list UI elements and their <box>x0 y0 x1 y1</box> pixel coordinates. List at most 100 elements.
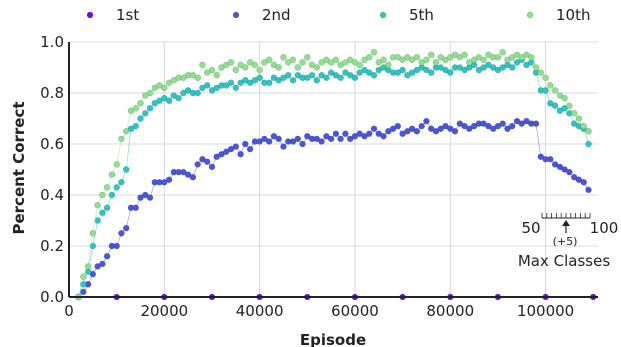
data-point <box>332 56 340 64</box>
y-tick-label: 0.4 <box>40 186 64 204</box>
data-point <box>404 54 411 61</box>
data-point <box>442 56 449 64</box>
data-point <box>223 148 230 155</box>
inset-max-classes: 50 100 (+5) Max Classes <box>518 213 618 270</box>
data-point <box>375 59 383 66</box>
data-point <box>570 173 578 181</box>
x-axis-label: Episode <box>300 331 366 347</box>
data-point <box>113 184 120 191</box>
data-point <box>304 54 311 61</box>
data-point <box>575 115 583 122</box>
data-point <box>518 120 525 127</box>
legend-item: 1st <box>86 6 139 24</box>
data-point <box>370 125 378 132</box>
data-point <box>318 59 325 66</box>
data-point <box>213 71 220 79</box>
data-point <box>447 54 454 61</box>
legend-label: 10th <box>556 6 590 24</box>
data-point <box>485 122 492 130</box>
data-point <box>485 61 492 69</box>
data-point <box>480 120 487 127</box>
data-point <box>427 51 435 59</box>
data-point <box>170 77 178 84</box>
data-point <box>203 82 211 89</box>
data-point <box>165 97 173 104</box>
data-point <box>561 94 568 102</box>
data-point <box>432 59 440 66</box>
data-point <box>327 135 335 143</box>
data-point <box>99 260 106 268</box>
data-point <box>332 71 340 79</box>
data-point <box>270 61 278 69</box>
data-point <box>270 74 278 81</box>
data-point <box>442 122 449 130</box>
data-point <box>313 77 321 84</box>
data-point <box>532 64 540 71</box>
data-point <box>427 125 435 132</box>
data-point <box>232 143 240 150</box>
data-point <box>456 120 464 127</box>
legend-item: 5th <box>379 6 434 24</box>
data-point <box>556 107 564 115</box>
data-point <box>475 66 483 74</box>
data-point <box>194 74 201 81</box>
data-point <box>461 122 468 130</box>
data-point <box>518 54 525 61</box>
series-line <box>78 120 589 298</box>
inset-range-max: 100 <box>590 219 619 237</box>
data-point <box>103 252 111 260</box>
data-point <box>556 163 564 171</box>
data-point <box>122 128 130 135</box>
data-point <box>566 102 573 110</box>
data-point <box>213 84 220 92</box>
data-point <box>475 54 483 61</box>
data-point <box>456 64 464 71</box>
data-point <box>566 168 573 176</box>
data-point <box>256 74 263 81</box>
data-point <box>103 204 111 212</box>
data-point <box>184 87 192 94</box>
inset-range-min: 50 <box>521 219 540 237</box>
data-point <box>180 168 187 176</box>
legend-item: 2nd <box>232 6 291 24</box>
data-point <box>265 138 273 145</box>
data-point <box>227 145 235 153</box>
data-point <box>227 79 235 87</box>
data-point <box>585 140 592 148</box>
x-tick-label: 0 <box>64 302 74 320</box>
data-point <box>523 51 530 59</box>
data-point <box>208 66 216 74</box>
legend-marker <box>232 11 240 19</box>
x-tick-labels: 0 20000 40000 60000 80000 100000 <box>64 302 574 320</box>
data-point <box>380 56 387 64</box>
data-point <box>294 64 302 71</box>
legend: 1st 2nd 5th 10th <box>86 6 590 24</box>
y-axis-label: Percent Correct <box>10 101 28 234</box>
data-point <box>165 176 173 183</box>
data-point <box>218 150 225 158</box>
data-point <box>142 191 149 199</box>
data-point <box>499 48 506 56</box>
data-point <box>161 84 168 92</box>
data-point <box>304 133 311 140</box>
data-point <box>199 156 206 163</box>
data-point <box>394 122 402 130</box>
data-point <box>113 161 120 168</box>
data-point <box>404 71 411 79</box>
data-point <box>94 263 101 270</box>
data-point <box>399 56 406 64</box>
data-point <box>284 59 292 66</box>
data-point <box>499 64 506 71</box>
data-point <box>256 66 263 74</box>
data-point <box>284 71 292 79</box>
data-point <box>356 130 363 138</box>
data-point <box>575 176 583 183</box>
data-point <box>551 102 559 110</box>
data-point <box>423 56 430 64</box>
data-point <box>308 61 316 69</box>
data-point <box>156 97 163 104</box>
data-point <box>389 125 397 132</box>
data-point <box>289 138 297 145</box>
x-tick-label: 80000 <box>426 302 474 320</box>
